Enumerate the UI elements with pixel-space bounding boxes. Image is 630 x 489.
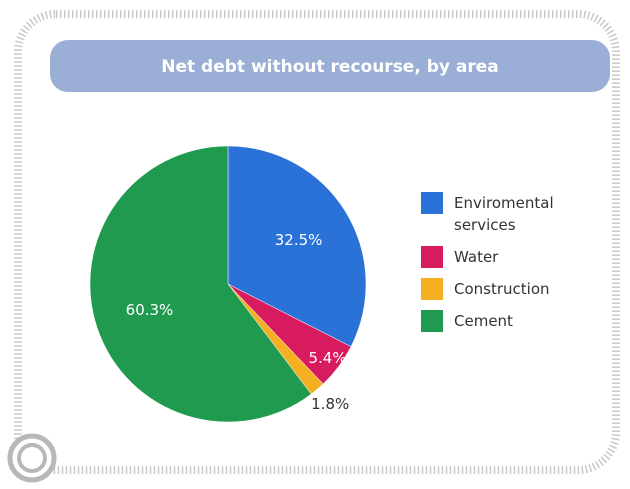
legend-label: Water xyxy=(454,248,499,266)
legend-swatch xyxy=(421,246,443,268)
legend-item: Cement xyxy=(421,310,551,332)
legend: Enviromental services Water Construction Ce… xyxy=(421,192,554,342)
value-label: 5.4% xyxy=(308,349,346,367)
legend-label: Cement xyxy=(454,312,513,330)
legend-item: Water xyxy=(421,246,551,268)
legend-item: Construction xyxy=(421,278,551,300)
frame xyxy=(14,10,620,474)
legend-swatch xyxy=(421,310,443,332)
legend-swatch xyxy=(421,278,443,300)
title-bar xyxy=(50,40,610,92)
ring xyxy=(17,443,47,473)
legend-label: Construction xyxy=(454,280,550,298)
legend-item: Enviromental services xyxy=(421,192,554,236)
value-label: 32.5% xyxy=(275,231,323,249)
value-label: 1.8% xyxy=(311,395,349,413)
value-label: 60.3% xyxy=(126,301,174,319)
legend-label: Enviromental services xyxy=(454,194,554,234)
chart-title: Net debt without recourse, by area xyxy=(161,57,499,77)
legend-swatch xyxy=(421,192,443,214)
slice xyxy=(89,145,312,423)
slice xyxy=(227,145,367,347)
